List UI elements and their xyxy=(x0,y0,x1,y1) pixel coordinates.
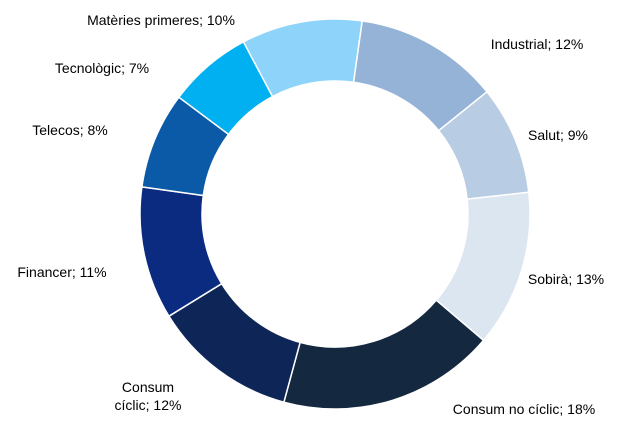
donut-slice xyxy=(282,299,485,410)
data-label: Financer; 11% xyxy=(17,264,107,280)
data-label: Telecos; 8% xyxy=(32,122,108,138)
data-label: Tecnològic; 7% xyxy=(54,60,150,76)
data-label: Consum cíclic; 12% xyxy=(114,379,182,413)
data-label: Salut; 9% xyxy=(528,127,588,143)
data-label: Matèries primeres; 10% xyxy=(87,12,235,28)
data-label: Consum no cíclic; 18% xyxy=(452,401,596,417)
data-label: Sobirà; 13% xyxy=(527,271,605,287)
data-label: Industrial; 12% xyxy=(490,36,584,52)
donut-slice xyxy=(242,18,363,98)
